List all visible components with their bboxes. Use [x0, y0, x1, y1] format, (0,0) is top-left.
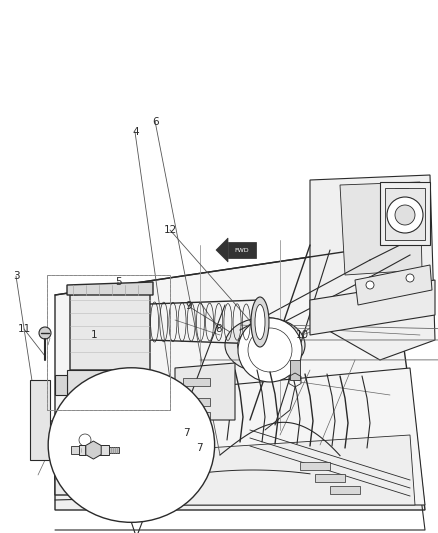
- Text: 11: 11: [18, 325, 31, 334]
- Polygon shape: [290, 360, 300, 380]
- Text: 7: 7: [183, 428, 190, 438]
- Circle shape: [75, 430, 95, 450]
- Polygon shape: [310, 280, 435, 335]
- Text: 6: 6: [152, 117, 159, 126]
- Circle shape: [406, 274, 414, 282]
- Ellipse shape: [255, 304, 265, 340]
- Text: 1: 1: [91, 330, 98, 340]
- Circle shape: [67, 487, 74, 494]
- Polygon shape: [183, 398, 210, 406]
- Circle shape: [366, 281, 374, 289]
- Circle shape: [238, 318, 302, 382]
- Polygon shape: [55, 415, 170, 495]
- Circle shape: [152, 416, 159, 423]
- Text: 7: 7: [196, 443, 203, 453]
- Circle shape: [67, 418, 74, 425]
- Text: 12: 12: [164, 225, 177, 235]
- Polygon shape: [380, 182, 430, 245]
- Polygon shape: [153, 375, 165, 395]
- Ellipse shape: [237, 327, 293, 362]
- Ellipse shape: [225, 318, 305, 373]
- Polygon shape: [55, 420, 425, 510]
- Circle shape: [395, 205, 415, 225]
- Text: 5: 5: [115, 278, 122, 287]
- Circle shape: [387, 197, 423, 233]
- Polygon shape: [228, 242, 256, 258]
- Polygon shape: [67, 282, 153, 295]
- Text: FWD: FWD: [235, 248, 249, 254]
- Polygon shape: [330, 486, 360, 494]
- Polygon shape: [183, 412, 210, 420]
- Polygon shape: [55, 245, 415, 480]
- Polygon shape: [310, 175, 435, 360]
- Text: 9: 9: [185, 302, 192, 311]
- Polygon shape: [62, 411, 165, 432]
- Polygon shape: [175, 368, 425, 505]
- Polygon shape: [70, 290, 150, 370]
- Polygon shape: [30, 380, 50, 460]
- Text: 4: 4: [132, 127, 139, 137]
- Polygon shape: [315, 474, 345, 482]
- Polygon shape: [55, 375, 67, 395]
- Polygon shape: [216, 238, 228, 262]
- Polygon shape: [300, 462, 330, 470]
- Polygon shape: [183, 378, 210, 386]
- Polygon shape: [355, 265, 432, 305]
- Polygon shape: [388, 182, 415, 230]
- Polygon shape: [385, 188, 425, 240]
- Polygon shape: [110, 447, 120, 453]
- Text: 10: 10: [296, 330, 309, 340]
- Polygon shape: [175, 435, 415, 505]
- Polygon shape: [175, 363, 235, 420]
- Polygon shape: [395, 188, 408, 224]
- Polygon shape: [79, 445, 110, 455]
- Circle shape: [156, 483, 163, 490]
- Bar: [47, 275, 170, 410]
- Polygon shape: [67, 370, 153, 400]
- Text: 3: 3: [13, 271, 20, 281]
- Circle shape: [39, 327, 51, 339]
- Ellipse shape: [48, 368, 215, 522]
- Text: 8: 8: [215, 325, 223, 334]
- Polygon shape: [71, 446, 79, 454]
- Polygon shape: [340, 182, 422, 275]
- Ellipse shape: [251, 297, 269, 347]
- Polygon shape: [85, 441, 101, 459]
